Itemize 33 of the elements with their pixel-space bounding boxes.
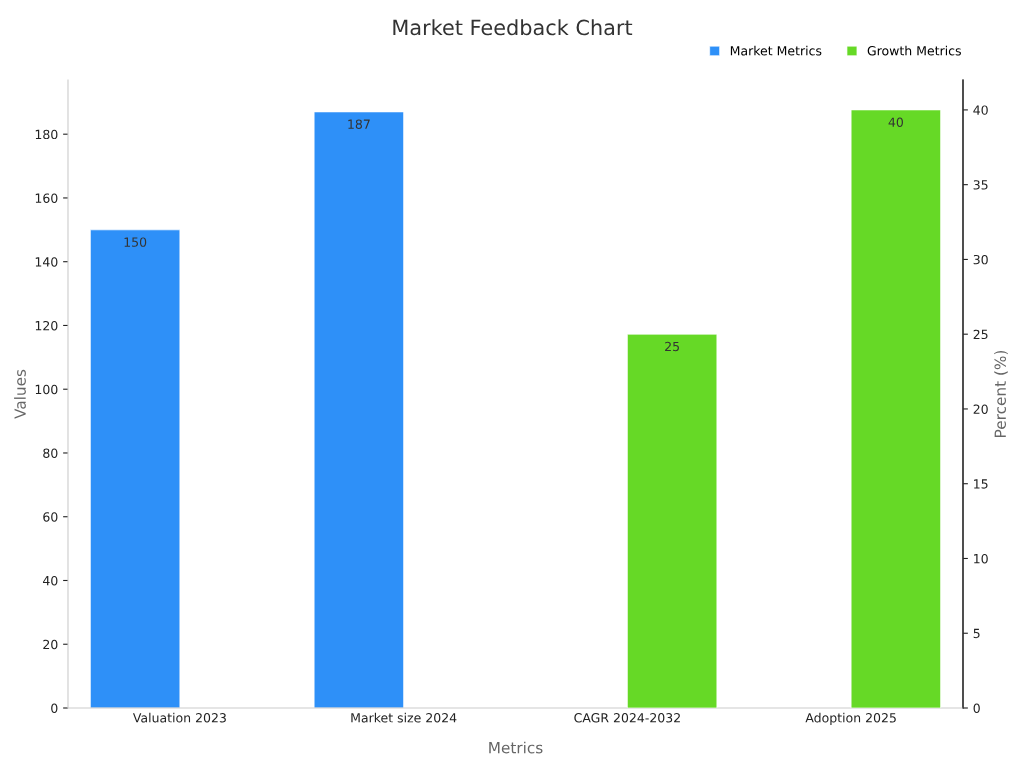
y2-tick-label: 5	[973, 628, 980, 639]
y2-tick-label: 35	[973, 180, 988, 190]
y-tick-label: 20	[43, 639, 58, 650]
chart-title: Market Feedback Chart	[393, 19, 633, 36]
y-tick-label: 40	[42, 575, 58, 586]
data-label: 150	[124, 237, 147, 247]
y-axis-title: Values	[14, 369, 26, 419]
data-label: 40	[888, 117, 903, 127]
y-tick-label: 100	[35, 384, 58, 395]
y-tick-label: 160	[35, 193, 58, 203]
y-tick-label: 120	[35, 320, 58, 331]
y2-tick-label: 10	[974, 553, 988, 564]
x-tick-label: CAGR 2024-2032	[574, 713, 680, 723]
data-label: 25	[665, 341, 679, 352]
y2-tick-label: 30	[973, 254, 988, 265]
y2-axis-title: Percent (%)	[994, 350, 1008, 437]
y2-tick-label: 20	[973, 404, 988, 414]
x-tick-label: Adoption 2025	[805, 712, 896, 725]
legend-label: Growth Metrics	[867, 45, 961, 56]
y2-tick-label: 0	[973, 703, 980, 713]
y2-tick-label: 25	[973, 329, 988, 340]
y2-tick-label: 15	[974, 479, 988, 489]
y-tick-label: 140	[35, 257, 58, 267]
x-axis-title: Metrics	[489, 741, 543, 754]
x-tick-label: Valuation 2023	[132, 712, 226, 723]
y-tick-label: 0	[51, 703, 58, 713]
legend-label: Market Metrics	[730, 45, 822, 56]
y-tick-label: 180	[35, 129, 58, 140]
y2-tick-label: 40	[973, 105, 988, 115]
data-label: 187	[348, 119, 370, 129]
y-tick-label: 80	[43, 448, 58, 458]
y-tick-label: 60	[43, 512, 58, 522]
x-tick-label: Market size 2024	[351, 712, 457, 723]
